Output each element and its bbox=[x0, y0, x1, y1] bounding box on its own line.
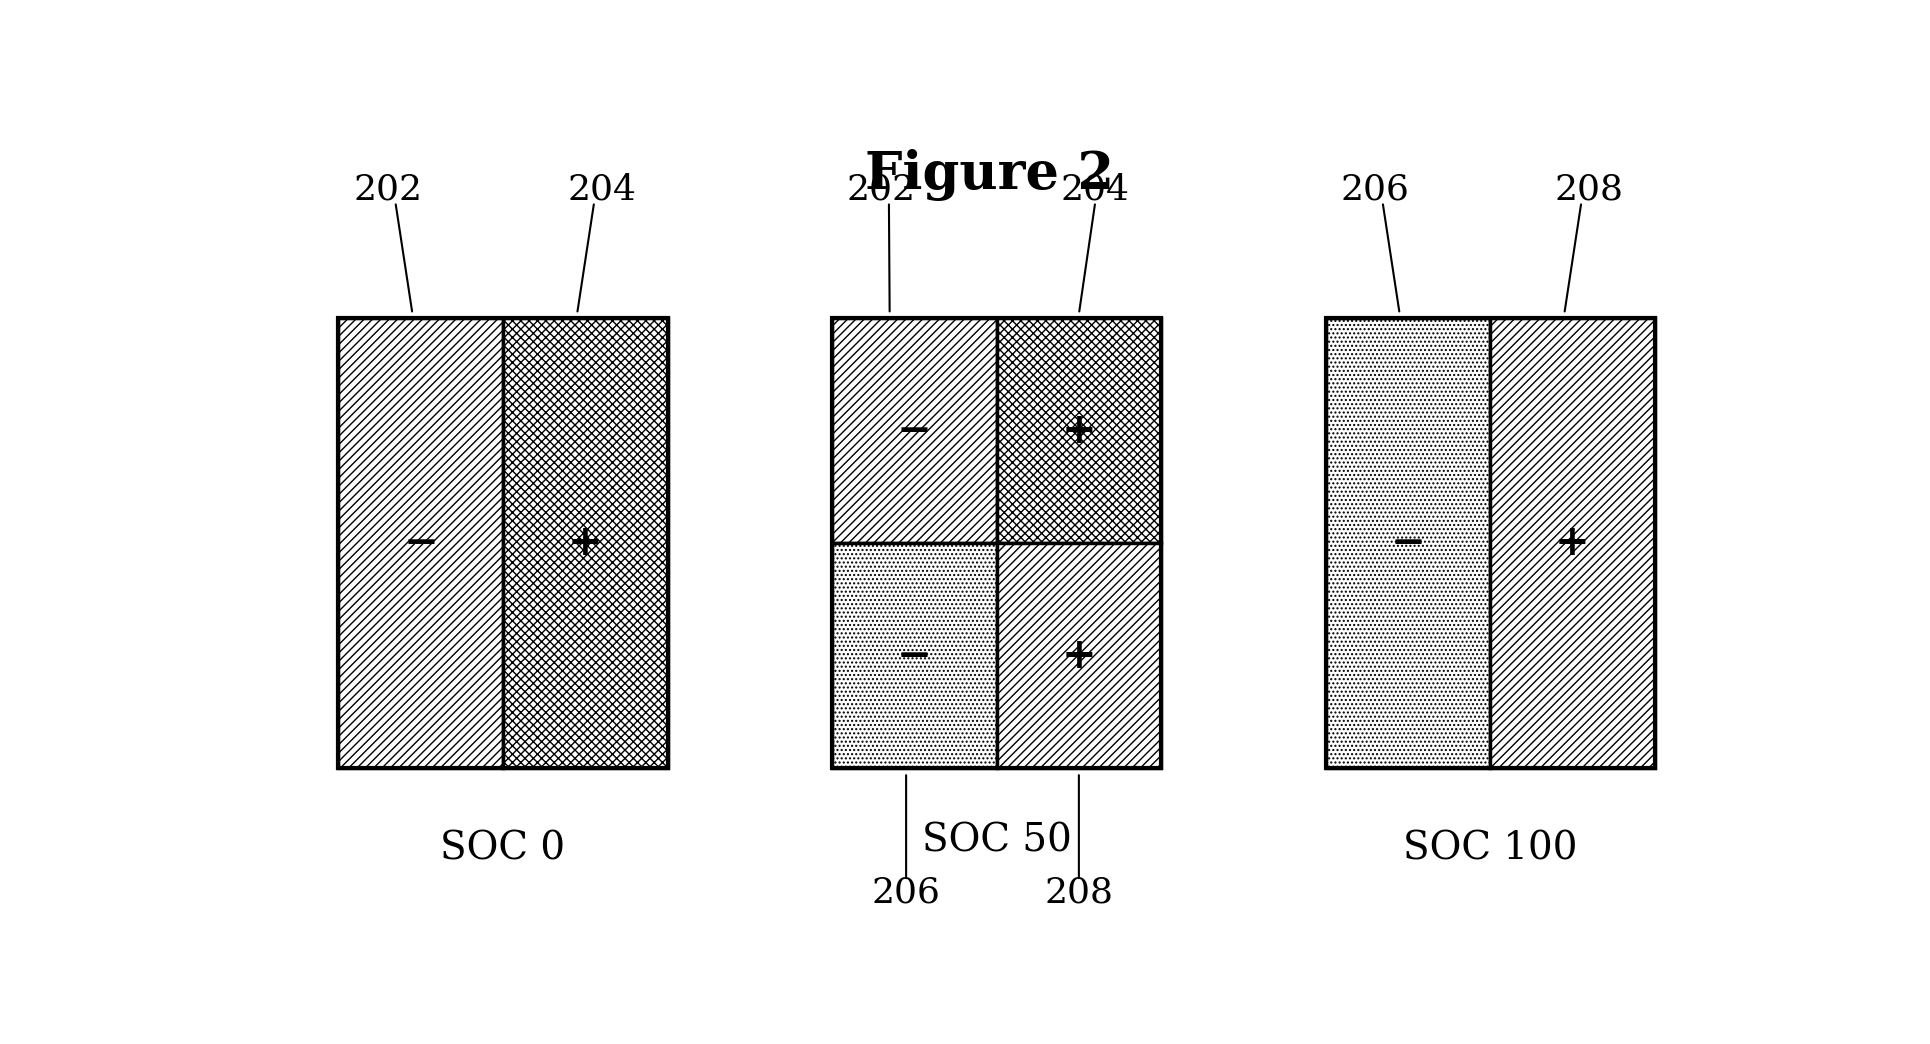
Bar bbox=[338, 318, 504, 768]
Bar bbox=[1326, 318, 1490, 768]
Text: 204: 204 bbox=[1062, 172, 1129, 207]
Text: −: − bbox=[897, 409, 932, 452]
Text: 206: 206 bbox=[1341, 172, 1409, 207]
Text: 208: 208 bbox=[1044, 876, 1114, 910]
Text: +: + bbox=[1556, 522, 1590, 565]
Text: 202: 202 bbox=[847, 172, 917, 207]
Text: SOC 100: SOC 100 bbox=[1403, 830, 1577, 868]
Bar bbox=[832, 543, 996, 768]
Text: SOC 50: SOC 50 bbox=[923, 823, 1071, 859]
Text: +: + bbox=[1062, 409, 1096, 452]
Bar bbox=[338, 318, 668, 768]
Text: 208: 208 bbox=[1554, 172, 1623, 207]
Bar bbox=[1490, 318, 1654, 768]
Text: −: − bbox=[403, 522, 438, 565]
Text: +: + bbox=[567, 522, 602, 565]
Bar bbox=[996, 318, 1162, 543]
Text: SOC 0: SOC 0 bbox=[440, 830, 565, 868]
Bar bbox=[996, 543, 1162, 768]
Bar bbox=[1326, 318, 1654, 768]
Text: 202: 202 bbox=[353, 172, 423, 207]
Text: 206: 206 bbox=[872, 876, 940, 910]
Bar bbox=[832, 318, 1162, 768]
Text: Figure 2: Figure 2 bbox=[865, 149, 1114, 201]
Text: +: + bbox=[1062, 635, 1096, 677]
Text: −: − bbox=[1390, 522, 1426, 565]
Bar bbox=[832, 318, 996, 543]
Text: 204: 204 bbox=[567, 172, 637, 207]
Bar bbox=[504, 318, 668, 768]
Text: −: − bbox=[897, 635, 932, 677]
